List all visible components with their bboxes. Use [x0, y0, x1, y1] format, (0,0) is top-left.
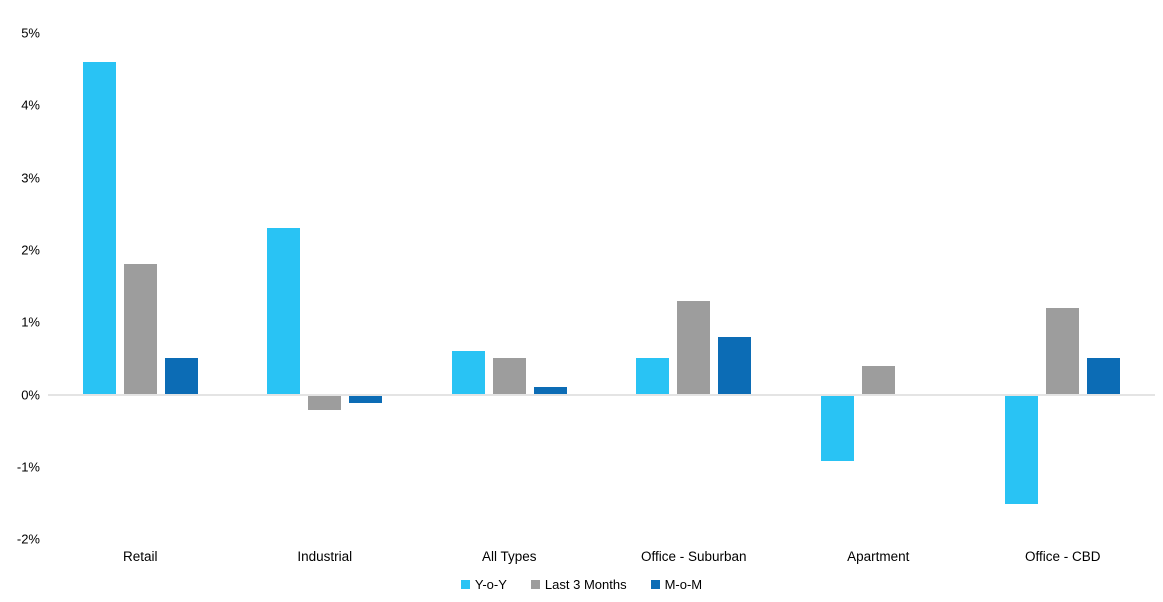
y-tick-label: 0%	[21, 387, 40, 402]
bar-m-o-m-office-suburban	[718, 336, 752, 395]
legend-label: Y-o-Y	[474, 577, 507, 592]
bar-y-o-y-retail	[82, 61, 116, 395]
bar-m-o-m-all-types	[533, 387, 567, 395]
legend-item: Last 3 Months	[530, 577, 627, 592]
x-axis-label: Retail	[122, 549, 158, 564]
x-axis-label: Industrial	[297, 549, 353, 564]
x-axis-label: Office - CBD	[1024, 549, 1101, 564]
y-tick-label: -2%	[16, 531, 40, 547]
x-axis-label: Office - Suburban	[640, 549, 747, 564]
legend-label: M-o-M	[664, 577, 703, 592]
bar-last-3-months-office-suburban	[677, 300, 711, 395]
legend-swatch-icon	[460, 580, 470, 589]
y-tick-label: 5%	[21, 25, 40, 41]
bar-last-3-months-apartment	[861, 365, 895, 395]
y-tick-label: -1%	[16, 459, 40, 475]
bar-y-o-y-apartment	[820, 395, 854, 461]
legend-swatch-icon	[650, 580, 660, 589]
bar-last-3-months-industrial	[308, 395, 342, 410]
x-axis-label: All Types	[481, 549, 537, 564]
bar-last-3-months-all-types	[492, 358, 526, 395]
legend-item: Y-o-Y	[460, 577, 507, 592]
bar-y-o-y-industrial	[267, 228, 301, 395]
legend: Y-o-Y Last 3 Months M-o-M	[0, 577, 1163, 592]
y-tick-label: 2%	[21, 242, 40, 258]
y-tick-label: 1%	[21, 314, 40, 330]
y-tick-label: 3%	[21, 170, 40, 186]
x-axis-label: Apartment	[847, 549, 910, 564]
y-tick-label: 4%	[21, 97, 40, 113]
bar-last-3-months-retail	[123, 264, 157, 395]
legend-swatch-icon	[530, 580, 540, 589]
zero-axis-line	[48, 393, 1155, 396]
bar-y-o-y-office-suburban	[636, 358, 670, 395]
legend-item: M-o-M	[650, 577, 703, 592]
bar-m-o-m-retail	[164, 358, 198, 395]
bar-y-o-y-all-types	[451, 351, 485, 395]
bar-y-o-y-office-cbd	[1005, 395, 1039, 504]
bar-m-o-m-industrial	[349, 395, 383, 403]
bar-m-o-m-office-cbd	[1087, 358, 1121, 395]
bar-last-3-months-office-cbd	[1046, 307, 1080, 395]
legend-label: Last 3 Months	[544, 577, 627, 592]
